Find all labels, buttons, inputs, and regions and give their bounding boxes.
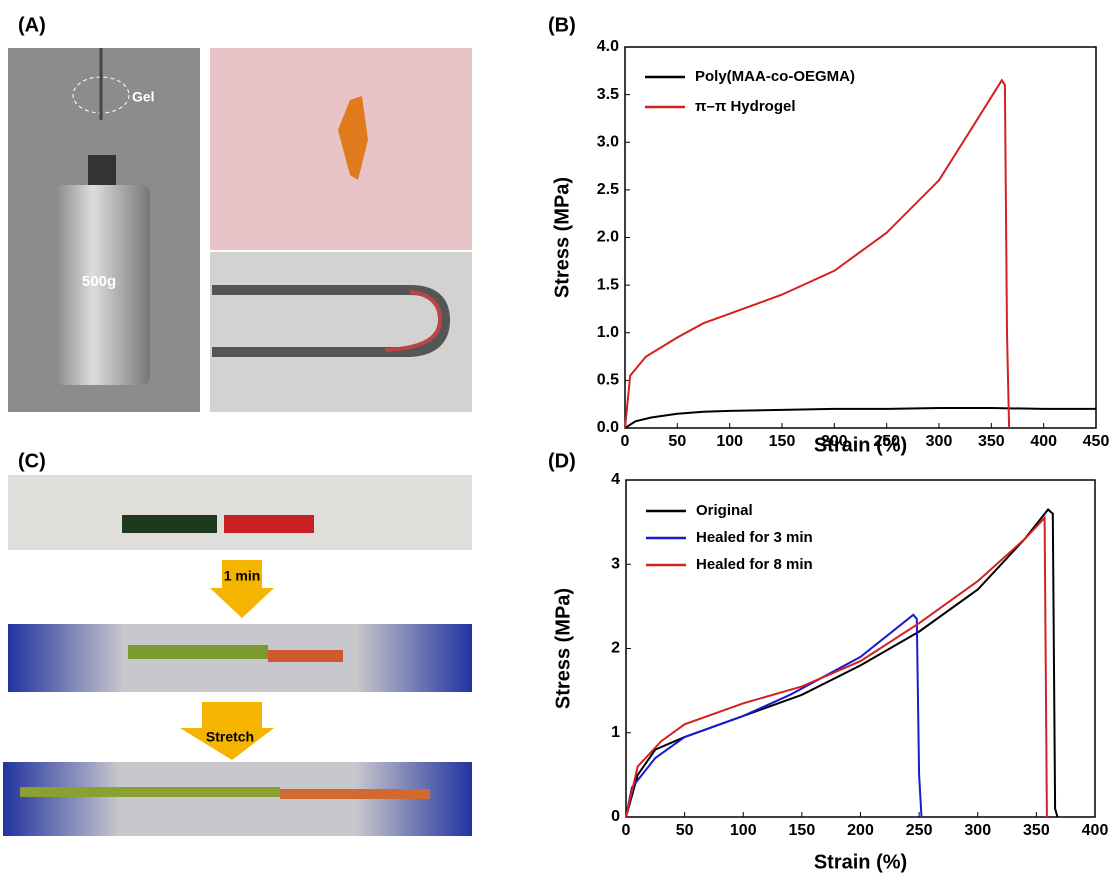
gel [384, 290, 443, 352]
photo [210, 252, 472, 412]
x-tick-label: 100 [730, 822, 757, 839]
y-axis-title: Stress (MPa) [551, 177, 573, 298]
legend-label: Healed for 3 min [696, 529, 813, 546]
step-label: 1 min [224, 568, 261, 584]
x-tick-label: 300 [964, 822, 991, 839]
x-tick-label: 50 [676, 822, 694, 839]
y-axis-title: Stress (MPa) [552, 588, 574, 709]
y-tick-label: 3.0 [597, 133, 619, 150]
x-tick-label: 350 [978, 433, 1005, 450]
legend-label: Poly(MAA-co-OEGMA) [695, 68, 855, 85]
x-tick-label: 350 [1023, 822, 1050, 839]
legend-label: Healed for 8 min [696, 556, 813, 573]
tweezers [212, 285, 451, 357]
legend-label: π–π Hydrogel [695, 98, 796, 115]
series-line [625, 613, 923, 818]
holder [88, 155, 116, 185]
series-line [624, 78, 1011, 429]
panel-label: (B) [548, 14, 576, 36]
series-line [625, 515, 1048, 818]
y-tick-label: 2.5 [597, 181, 619, 198]
x-tick-label: 450 [1083, 433, 1110, 450]
x-tick-label: 0 [622, 822, 631, 839]
gel [280, 789, 430, 799]
panel-label: (D) [548, 450, 576, 472]
y-tick-label: 0.5 [597, 372, 619, 389]
panel-label: (C) [18, 450, 46, 472]
x-axis-title: Strain (%) [814, 851, 907, 873]
gel [338, 96, 368, 180]
y-tick-label: 4.0 [597, 38, 619, 55]
panel-label: (A) [18, 14, 46, 36]
x-axis-title: Strain (%) [814, 434, 907, 456]
x-tick-label: 400 [1082, 822, 1109, 839]
weight [55, 185, 150, 385]
x-tick-label: 0 [621, 433, 630, 450]
photo [8, 475, 472, 550]
x-tick-label: 250 [906, 822, 933, 839]
gel [122, 515, 217, 533]
photo [210, 48, 472, 250]
y-tick-label: 1.5 [597, 276, 619, 293]
y-tick-label: 1.0 [597, 324, 619, 341]
y-tick-label: 4 [611, 471, 620, 488]
y-tick-label: 3 [611, 555, 620, 572]
x-tick-label: 250 [873, 433, 900, 450]
y-tick-label: 0 [611, 808, 620, 825]
gel [128, 645, 268, 659]
x-tick-label: 200 [821, 433, 848, 450]
x-tick-label: 100 [716, 433, 743, 450]
series-line [624, 407, 1096, 429]
photo-label: 500g [82, 273, 116, 290]
y-tick-label: 2.0 [597, 229, 619, 246]
arrow [180, 702, 274, 760]
y-tick-label: 3.5 [597, 86, 619, 103]
x-tick-label: 150 [789, 822, 816, 839]
photo-label: Gel [132, 89, 155, 105]
legend-label: Original [696, 502, 753, 519]
y-tick-label: 2 [611, 640, 620, 657]
x-tick-label: 150 [769, 433, 796, 450]
arrow [210, 560, 274, 618]
gel [268, 650, 343, 662]
step-label: Stretch [206, 729, 254, 745]
y-tick-label: 0.0 [597, 419, 619, 436]
gel [224, 515, 314, 533]
gel [20, 787, 280, 797]
x-tick-label: 50 [668, 433, 686, 450]
series-line [625, 508, 1059, 818]
y-tick-label: 1 [611, 724, 620, 741]
x-tick-label: 200 [847, 822, 874, 839]
x-tick-label: 300 [926, 433, 953, 450]
x-tick-label: 400 [1030, 433, 1057, 450]
